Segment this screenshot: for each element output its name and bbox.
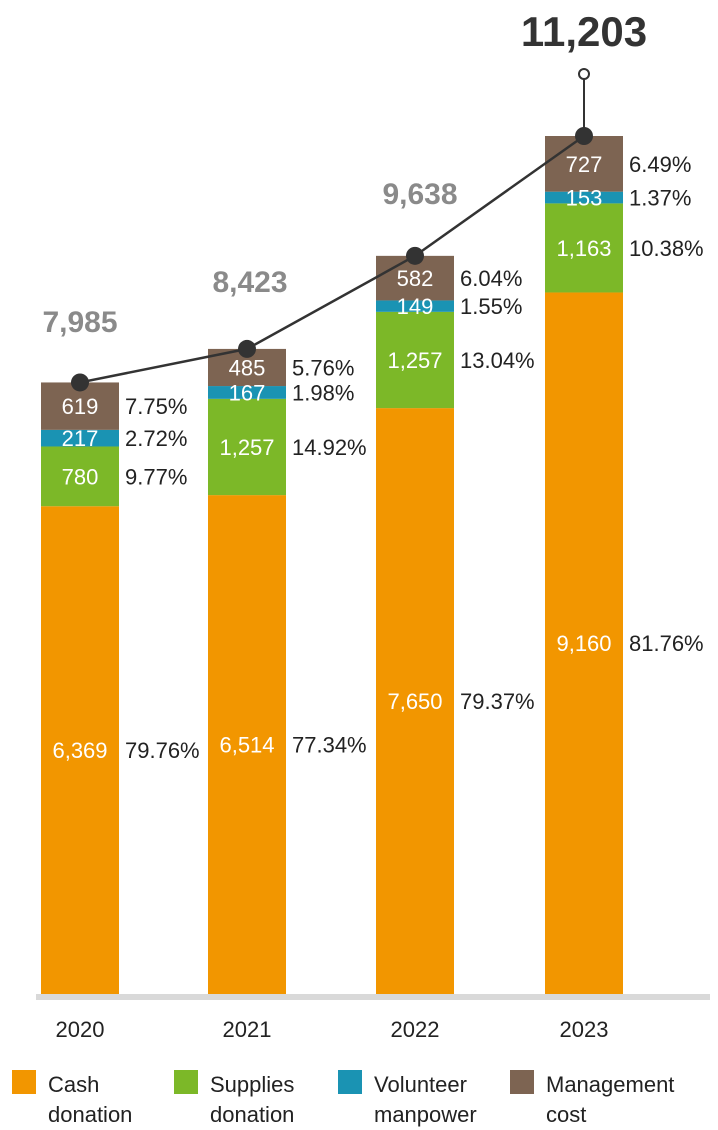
bar-cash-2022 — [376, 408, 454, 994]
percent-label-management-2023: 6.49% — [629, 152, 691, 177]
percent-label-volunteer-2021: 1.98% — [292, 380, 354, 405]
bar-cash-2020 — [41, 506, 119, 994]
percent-label-management-2020: 7.75% — [125, 394, 187, 419]
total-marker-2022 — [406, 246, 424, 265]
percent-label-cash-2020: 79.76% — [125, 738, 200, 763]
total-marker-2023 — [575, 127, 593, 145]
total-marker-2020 — [71, 373, 89, 392]
percent-label-management-2021: 5.76% — [292, 355, 354, 380]
value-label-management-2021: 485 — [229, 355, 266, 380]
value-label-supplies-2021: 1,257 — [219, 435, 274, 460]
value-label-supplies-2020: 780 — [62, 464, 99, 489]
total-label-2022: 9,638 — [382, 178, 457, 211]
x-axis-tick-labels: 2020 2021 2022 2023 — [56, 1017, 609, 1042]
legend: Cash donation Supplies donation Volunteer man… — [12, 1070, 674, 1127]
value-label-volunteer-2023: 153 — [566, 186, 603, 211]
value-label-cash-2021: 6,514 — [219, 733, 274, 758]
percent-labels-group: 79.76% 9.77% 2.72% 7.75% 77.34% 14.92% 1.98%5.… — [125, 152, 704, 763]
legend-swatch-management — [510, 1070, 534, 1094]
percent-label-supplies-2022: 13.04% — [460, 348, 535, 373]
value-label-cash-2022: 7,650 — [387, 689, 442, 714]
bar-supplies-2022 — [376, 311, 454, 409]
total-labels-group: 7,985 8,423 9,638 11,203 — [42, 8, 647, 339]
value-label-volunteer-2022: 149 — [397, 294, 434, 319]
bar-supplies-2020 — [41, 446, 119, 507]
total-marker-2021 — [238, 339, 256, 358]
total-label-2023: 11,203 — [521, 8, 647, 55]
value-label-cash-2020: 6,369 — [52, 738, 107, 763]
value-label-management-2022: 582 — [397, 266, 434, 291]
bar-supplies-2023 — [545, 203, 623, 293]
legend-swatch-volunteer — [338, 1070, 362, 1094]
bar-supplies-2021 — [208, 398, 286, 496]
total-label-2021: 8,423 — [212, 266, 287, 299]
percent-label-cash-2022: 79.37% — [460, 689, 535, 714]
total-label-2020: 7,985 — [42, 306, 117, 339]
legend-label-cash: Cash donation — [48, 1072, 132, 1127]
year-label-2023: 2023 — [560, 1017, 609, 1042]
year-label-2021: 2021 — [223, 1017, 272, 1042]
percent-label-cash-2023: 81.76% — [629, 631, 704, 656]
percent-label-volunteer-2022: 1.55% — [460, 294, 522, 319]
value-label-volunteer-2021: 167 — [229, 380, 266, 405]
bar-volunteer-2021 — [208, 386, 286, 399]
legend-swatch-supplies — [174, 1070, 198, 1094]
percent-label-supplies-2021: 14.92% — [292, 435, 367, 460]
year-label-2020: 2020 — [56, 1017, 105, 1042]
percent-label-supplies-2020: 9.77% — [125, 464, 187, 489]
legend-label-volunteer: Volunteer manpower — [374, 1072, 477, 1127]
bar-cash-2021 — [208, 495, 286, 994]
percent-label-supplies-2023: 10.38% — [629, 236, 704, 261]
bar-volunteer-2022 — [376, 300, 454, 312]
bar-management-2023 — [545, 136, 623, 192]
value-label-supplies-2022: 1,257 — [387, 348, 442, 373]
value-label-cash-2023: 9,160 — [556, 631, 611, 656]
value-label-volunteer-2020: 217 — [62, 426, 99, 451]
bar-cash-2023 — [545, 292, 623, 994]
legend-label-management: Management cost — [546, 1072, 674, 1127]
legend-swatch-cash — [12, 1070, 36, 1094]
total-trend-line — [79, 134, 585, 384]
total-line-group — [71, 68, 593, 392]
percent-label-management-2022: 6.04% — [460, 266, 522, 291]
percent-label-volunteer-2023: 1.37% — [629, 186, 691, 211]
legend-label-supplies: Supplies donation — [210, 1072, 294, 1127]
bars-group — [41, 136, 623, 994]
value-label-management-2023: 727 — [566, 152, 603, 177]
bar-volunteer-2023 — [545, 191, 623, 204]
value-label-supplies-2023: 1,163 — [556, 236, 611, 261]
total-leader-end-marker — [578, 68, 590, 80]
value-label-management-2020: 619 — [62, 394, 99, 419]
percent-label-volunteer-2020: 2.72% — [125, 426, 187, 451]
bar-volunteer-2020 — [41, 429, 119, 447]
year-label-2022: 2022 — [391, 1017, 440, 1042]
percent-label-cash-2021: 77.34% — [292, 733, 367, 758]
